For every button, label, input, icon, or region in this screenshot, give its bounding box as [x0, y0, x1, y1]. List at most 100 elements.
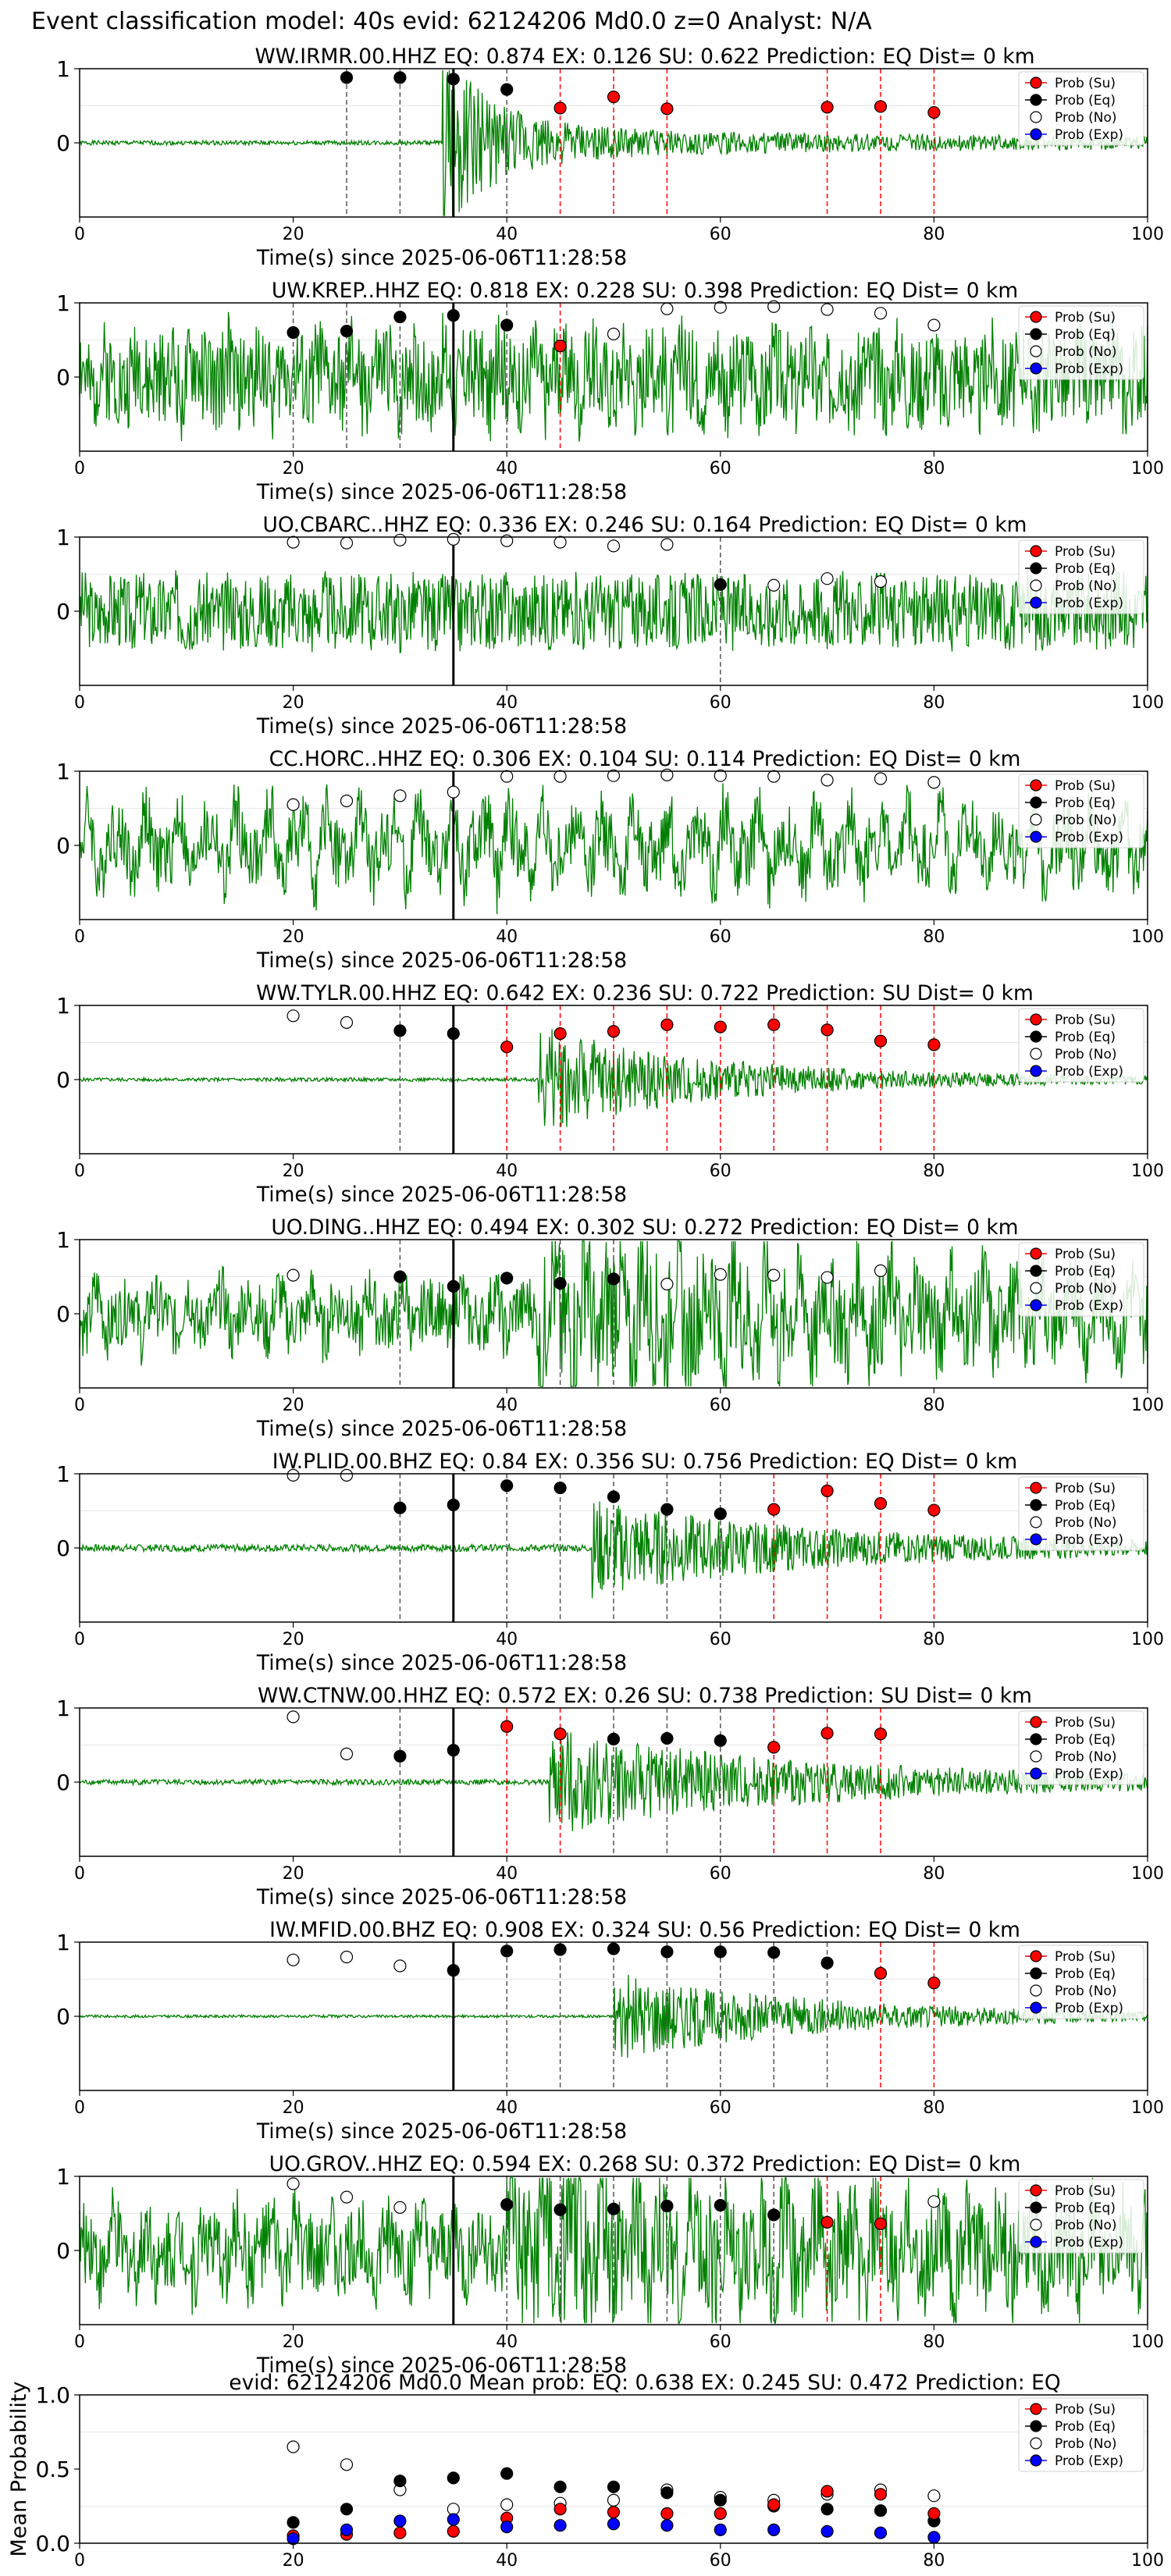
legend-box: [1018, 1710, 1144, 1785]
legend-label: Prob (No): [1055, 344, 1117, 360]
prob-point: [874, 2217, 888, 2230]
prob-point: [927, 776, 941, 789]
legend-label: Prob (Exp): [1055, 1064, 1123, 1080]
x-tick-label: 20: [283, 2332, 304, 2352]
legend-label: Prob (Su): [1055, 1715, 1116, 1731]
legend-marker: [1030, 1516, 1042, 1528]
prob-point: [874, 575, 888, 589]
prob-point: [340, 536, 354, 550]
legend-label: Prob (Eq): [1055, 2201, 1116, 2216]
prob-point: [874, 307, 888, 320]
prob-point: [553, 340, 567, 353]
legend-marker: [1030, 1950, 1042, 1962]
x-axis-label: Time(s) since 2025-06-06T11:28:58: [256, 1885, 627, 1909]
legend-marker: [1030, 2201, 1042, 2214]
legend-marker: [1030, 1967, 1042, 1980]
prob-point: [553, 101, 567, 115]
legend-box: [1018, 539, 1144, 614]
prob-point: [340, 1468, 354, 1482]
prob-point: [393, 1270, 407, 1283]
prob-point: [393, 1959, 407, 1973]
prob-point: [660, 2486, 674, 2500]
prob-point: [500, 2467, 514, 2480]
seismic-trace: [79, 783, 1148, 915]
prob-point: [553, 1943, 567, 1956]
legend-marker: [1030, 779, 1042, 792]
legend: Prob (Su)Prob (Eq)Prob (No)Prob (Exp): [1018, 539, 1144, 614]
x-tick-label: 80: [923, 693, 945, 713]
prob-point: [607, 1025, 621, 1038]
prob-point: [767, 1268, 781, 1282]
legend-label: Prob (Su): [1055, 2183, 1116, 2199]
prob-point: [340, 1950, 354, 1964]
prob-point: [767, 578, 781, 592]
legend-marker: [1030, 1482, 1042, 1494]
prob-point: [767, 2208, 781, 2222]
prob-point: [660, 1018, 674, 1031]
y-tick-label: 1: [56, 993, 70, 1019]
y-tick-label: 1: [56, 56, 70, 82]
panel-1: 0 20 40 60 80 100 0 1 WW.IRMR.00.HHZ EQ: 0.874 E…: [56, 44, 1164, 270]
prob-point: [874, 1496, 888, 1510]
prob-point: [767, 770, 781, 783]
prob-point: [447, 2524, 460, 2538]
x-axis-label: Time(s) since 2025-06-06T11:28:58: [256, 714, 627, 738]
panel-5: 0 20 40 60 80 100 0 1 WW.TYLR.00.HHZ EQ: 0.642 E…: [56, 981, 1164, 1207]
x-tick-label: 0: [74, 1864, 85, 1884]
x-tick-label: 60: [710, 2098, 731, 2118]
prob-point: [927, 2531, 941, 2544]
x-tick-label: 80: [923, 1396, 945, 1415]
y-tick-label: 1: [56, 1930, 70, 1955]
x-tick-label: 60: [710, 1630, 731, 1649]
legend-box: [1018, 1008, 1144, 1083]
prob-point: [874, 2504, 888, 2517]
x-tick-label: 40: [496, 927, 518, 947]
legend-label: Prob (Exp): [1055, 1532, 1123, 1548]
legend: Prob (Su)Prob (Eq)Prob (No)Prob (Exp): [1018, 1476, 1144, 1551]
prob-point: [287, 1468, 300, 1482]
prob-point: [767, 2523, 781, 2536]
x-tick-label: 80: [923, 459, 945, 479]
prob-point: [927, 105, 941, 119]
y-tick-label: 0: [56, 2004, 70, 2030]
prob-point: [927, 2195, 941, 2208]
prob-point: [714, 1507, 727, 1521]
prob-point: [553, 535, 567, 549]
prob-point: [553, 2519, 567, 2532]
legend-marker: [1030, 1265, 1042, 1277]
x-tick-label: 20: [283, 2551, 304, 2571]
x-tick-label: 100: [1131, 2551, 1164, 2571]
x-tick-label: 40: [496, 2332, 518, 2352]
prob-point: [607, 1732, 621, 1745]
prob-point: [500, 2521, 514, 2534]
legend: Prob (Su)Prob (Eq)Prob (No)Prob (Exp): [1018, 1008, 1144, 1083]
x-tick-label: 60: [710, 927, 731, 947]
prob-point: [927, 1038, 941, 1051]
legend-marker: [1030, 1716, 1042, 1728]
legend-box: [1018, 1944, 1144, 2019]
legend-label: Prob (Exp): [1055, 830, 1123, 845]
y-tick-label: 0.5: [35, 2457, 70, 2482]
y-tick-label: 0: [56, 599, 70, 624]
prob-point: [660, 2519, 674, 2532]
x-tick-label: 40: [496, 1630, 518, 1649]
legend: Prob (Su)Prob (Eq)Prob (No)Prob (Exp): [1018, 1944, 1144, 2019]
y-tick-label: 1: [56, 1695, 70, 1721]
legend-marker: [1030, 545, 1042, 557]
legend-marker: [1030, 76, 1042, 89]
prob-point: [287, 1009, 300, 1023]
prob-point: [447, 73, 460, 86]
x-tick-label: 0: [74, 927, 85, 947]
x-axis-label: Time(s) since 2025-06-06T11:28:58: [256, 1417, 627, 1441]
legend-box: [1018, 71, 1144, 146]
prob-point: [607, 2480, 621, 2493]
prob-point: [553, 1481, 567, 1495]
y-tick-label: 1: [56, 759, 70, 785]
legend-label: Prob (No): [1055, 1984, 1117, 1999]
prob-point: [607, 539, 621, 553]
x-tick-label: 0: [74, 1396, 85, 1415]
legend-label: Prob (Su): [1055, 544, 1116, 560]
x-tick-label: 0: [74, 459, 85, 479]
y-tick-label: 0: [56, 365, 70, 390]
x-tick-label: 100: [1131, 2098, 1164, 2118]
